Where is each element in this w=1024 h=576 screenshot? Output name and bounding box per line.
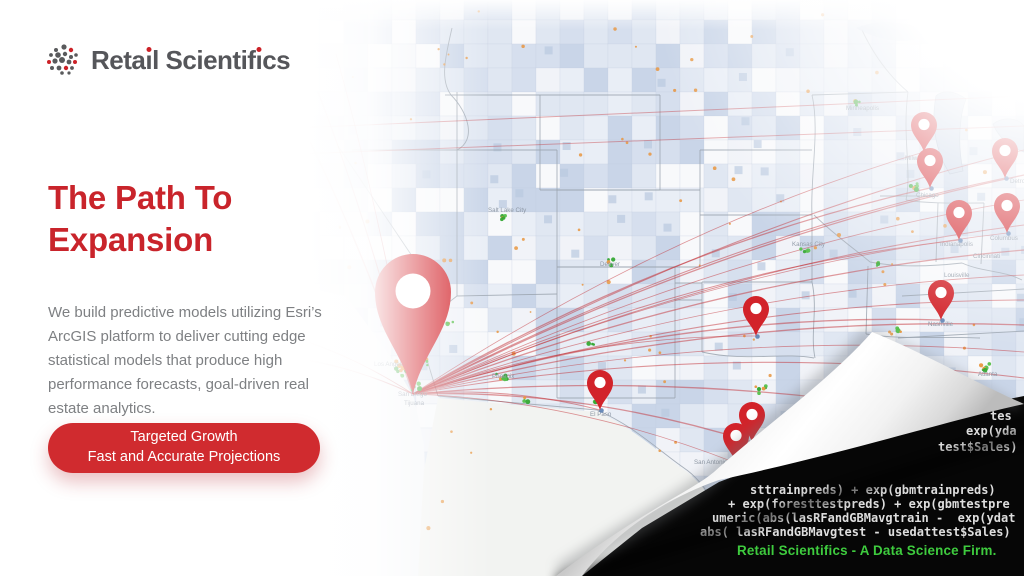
- dot-cluster-icon: [47, 44, 78, 75]
- title-line-1: The Path To: [48, 179, 233, 217]
- cta-button[interactable]: Targeted Growth Fast and Accurate Projec…: [48, 423, 320, 473]
- code-line: exp(yda: [966, 424, 1017, 438]
- logo-red-i: ı: [145, 44, 153, 75]
- logo: Retaıl Scientifıcs: [46, 42, 291, 78]
- cta-line-2: Fast and Accurate Projections: [87, 449, 281, 465]
- cta-line-1: Targeted Growth: [130, 429, 238, 446]
- curl-page: [556, 332, 1024, 576]
- code-line: tes: [990, 409, 1012, 423]
- code-line: sttrainpreds) + exp(gbmtrainpreds): [750, 483, 996, 497]
- page-title: The Path To Expansion: [48, 177, 232, 261]
- code-line: abs( lasRFandGBMavgtest - usedattest$Sal…: [700, 525, 1018, 539]
- logo-text: Retaıl Scientifıcs: [91, 44, 291, 75]
- title-line-2: Expansion: [48, 221, 214, 259]
- logo-red-i: ı: [255, 44, 263, 75]
- curl-shadow-on-black: [555, 428, 1024, 576]
- tagline: Retail Scientifics - A Data Science Firm…: [737, 543, 997, 558]
- hero-paragraph: We build predictive models utilizing Esr…: [48, 304, 322, 417]
